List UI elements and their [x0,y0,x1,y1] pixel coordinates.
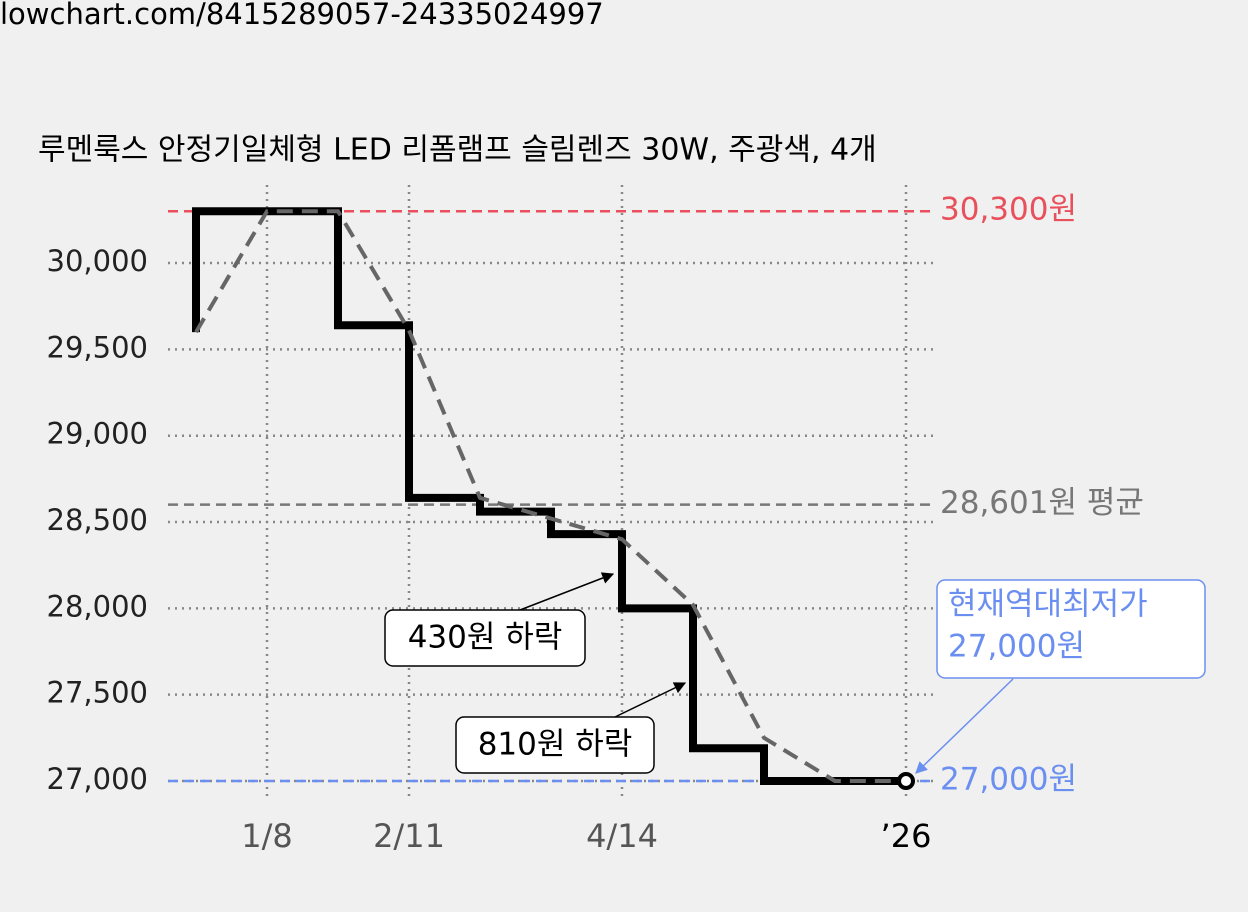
y-tick-label: 30,000 [47,244,148,278]
x-tick-label: 2/11 [373,817,445,855]
callout-box [936,579,1206,679]
annotation-box [384,609,586,667]
url: lowchart.com/8415289057-24335024997 [0,0,604,31]
callout-arrow [915,678,1014,774]
annotation-arrow [614,682,687,718]
annotation-text: 810원 하락 [478,727,633,763]
y-tick-label: 27,500 [47,676,148,710]
x-tick-label: ’26 [881,817,932,855]
reference-label: 27,000원 [940,762,1077,798]
x-tick-label: 4/14 [586,817,658,855]
y-tick-label: 29,500 [47,330,148,364]
trend-line [194,209,906,784]
y-tick-label: 27,000 [47,762,148,796]
callout-text: 27,000원 [948,629,1085,665]
y-tick-label: 28,500 [47,503,148,537]
callout-text: 현재역대최저가 [948,587,1148,623]
annotation-arrow [519,572,615,611]
reference-label: 28,601원 평균 [940,485,1144,521]
chart-title: 루멘룩스 안정기일체형 LED 리폼램프 슬림렌즈 30W, 주광색, 4개 [38,133,877,168]
end-marker [897,772,915,791]
x-tick-label: 1/8 [241,817,293,855]
y-tick-label: 29,000 [47,417,148,451]
annotation-text: 430원 하락 [408,620,563,656]
annotation-box [455,716,655,774]
reference-label: 30,300원 [940,192,1077,228]
y-tick-label: 28,000 [47,589,148,623]
